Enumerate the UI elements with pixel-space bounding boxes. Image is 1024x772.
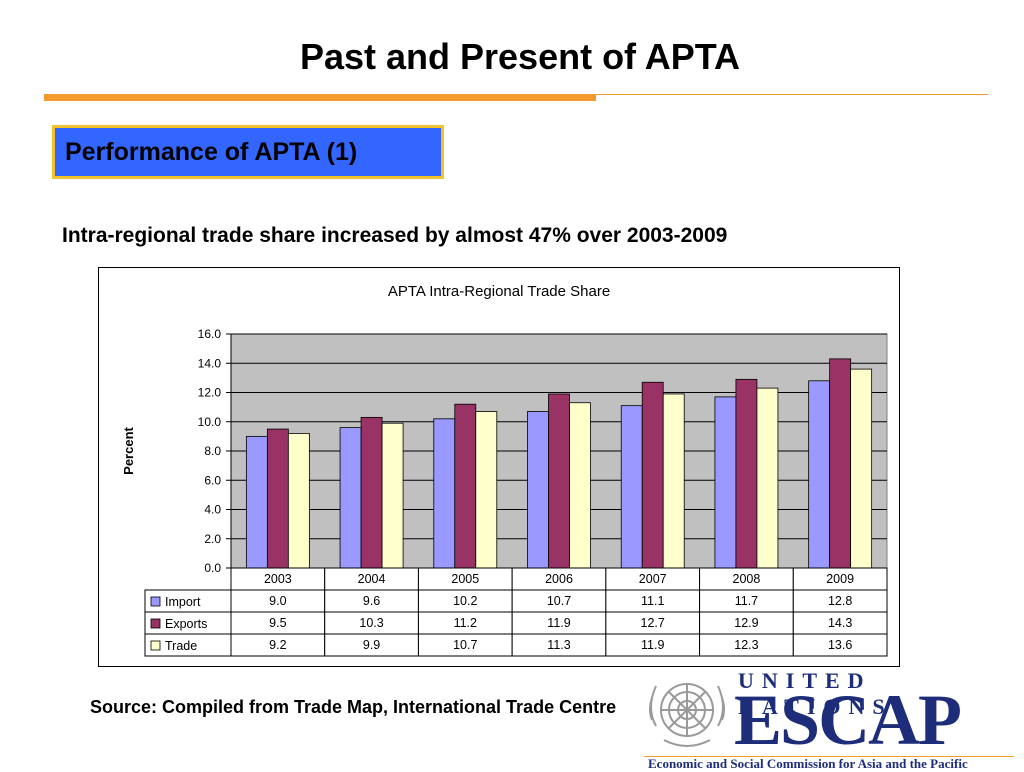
y-tick-label: 6.0 xyxy=(204,473,221,487)
y-tick-label: 2.0 xyxy=(204,532,221,546)
data-label-exports: 12.7 xyxy=(641,616,665,630)
data-label-trade: 11.3 xyxy=(547,638,570,652)
bar-exports xyxy=(641,381,664,569)
data-label-exports: 9.5 xyxy=(269,616,286,630)
data-label-import: 9.6 xyxy=(363,594,380,608)
x-tick-label: 2004 xyxy=(358,572,386,586)
legend-label-trade: Trade xyxy=(165,639,197,653)
x-tick-label: 2005 xyxy=(451,572,479,586)
chart-frame: APTA Intra-Regional Trade Share 0.0 2.0 4.0… xyxy=(98,267,900,667)
bar-trade xyxy=(662,393,685,569)
y-axis-label: Percent xyxy=(121,426,136,474)
source-note: Source: Compiled from Trade Map, Interna… xyxy=(90,697,617,717)
data-label-exports: 11.2 xyxy=(454,616,477,630)
x-tick-label: 2008 xyxy=(733,572,761,586)
bar-exports xyxy=(266,428,289,569)
data-label-import: 11.7 xyxy=(735,594,758,608)
un-emblem-icon xyxy=(649,683,725,747)
data-label-trade: 13.6 xyxy=(828,638,852,652)
bar-import xyxy=(433,418,456,569)
bar-trade xyxy=(381,422,404,569)
bar-import xyxy=(808,380,831,569)
bar-trade xyxy=(850,368,873,569)
data-label-import: 11.1 xyxy=(641,594,664,608)
legend-label-exports: Exports xyxy=(165,617,207,631)
logo-rule xyxy=(644,756,1014,757)
logo-united-nations: UNITED NATIONS xyxy=(738,668,893,719)
bar-import xyxy=(714,396,737,569)
title-underline-thin xyxy=(596,94,988,95)
bar-trade xyxy=(475,411,498,569)
bar-trade xyxy=(756,387,779,569)
data-label-import: 10.7 xyxy=(547,594,571,608)
section-label-box: Performance of APTA (1) xyxy=(52,125,444,179)
slide-subtitle: Intra-regional trade share increased by … xyxy=(62,224,728,247)
data-label-trade: 10.7 xyxy=(453,638,477,652)
legend-swatch-import xyxy=(150,596,161,607)
bar-import xyxy=(620,405,643,569)
slide-title: Past and Present of APTA xyxy=(299,36,741,77)
bar-exports xyxy=(735,378,758,569)
x-tick-label: 2006 xyxy=(545,572,573,586)
table-cell xyxy=(792,633,888,657)
section-label: Performance of APTA (1) xyxy=(65,138,358,166)
chart-title: APTA Intra-Regional Trade Share xyxy=(388,283,610,300)
bar-exports xyxy=(454,403,477,569)
logo-tagline: Economic and Social Commission for Asia … xyxy=(648,756,968,771)
data-label-import: 12.8 xyxy=(828,594,852,608)
legend-swatch-trade xyxy=(150,640,161,651)
bar-import xyxy=(527,411,549,569)
legend-swatch-exports xyxy=(150,618,161,629)
data-label-trade: 11.9 xyxy=(641,638,664,652)
x-tick-label: 2003 xyxy=(264,572,292,586)
trade-share-chart: APTA Intra-Regional Trade Share 0.0 2.0 4.0… xyxy=(121,283,888,657)
y-tick-label: 4.0 xyxy=(204,503,221,517)
data-label-trade: 9.9 xyxy=(363,638,380,652)
data-label-import: 9.0 xyxy=(269,594,286,608)
y-tick-label: 16.0 xyxy=(198,327,222,341)
bar-exports xyxy=(829,358,852,569)
x-tick-label: 2007 xyxy=(639,572,667,586)
y-tick-label: 0.0 xyxy=(204,561,221,575)
y-tick-label: 10.0 xyxy=(198,415,222,429)
data-label-exports: 12.9 xyxy=(734,616,758,630)
x-tick-label: 2009 xyxy=(826,572,854,586)
data-label-exports: 11.9 xyxy=(547,616,570,630)
bar-trade xyxy=(287,433,310,569)
bar-exports xyxy=(548,393,570,569)
data-label-trade: 9.2 xyxy=(269,638,286,652)
y-tick-label: 8.0 xyxy=(204,444,221,458)
bar-import xyxy=(339,427,362,569)
data-label-exports: 10.3 xyxy=(359,616,383,630)
legend-label-import: Import xyxy=(165,595,201,609)
data-label-trade: 12.3 xyxy=(734,638,758,652)
title-underline-thick xyxy=(44,94,596,101)
data-label-import: 10.2 xyxy=(453,594,477,608)
bar-trade xyxy=(569,402,591,569)
y-tick-label: 12.0 xyxy=(198,386,222,400)
bar-exports xyxy=(360,416,383,569)
data-label-exports: 14.3 xyxy=(828,616,852,630)
logo-escap-wordmark: ESCAP xyxy=(734,680,962,760)
y-tick-label: 14.0 xyxy=(198,356,222,370)
bar-import xyxy=(245,435,268,569)
escap-logo: UNITED NATIONS ESCAP Economic and Social… xyxy=(640,668,1024,771)
